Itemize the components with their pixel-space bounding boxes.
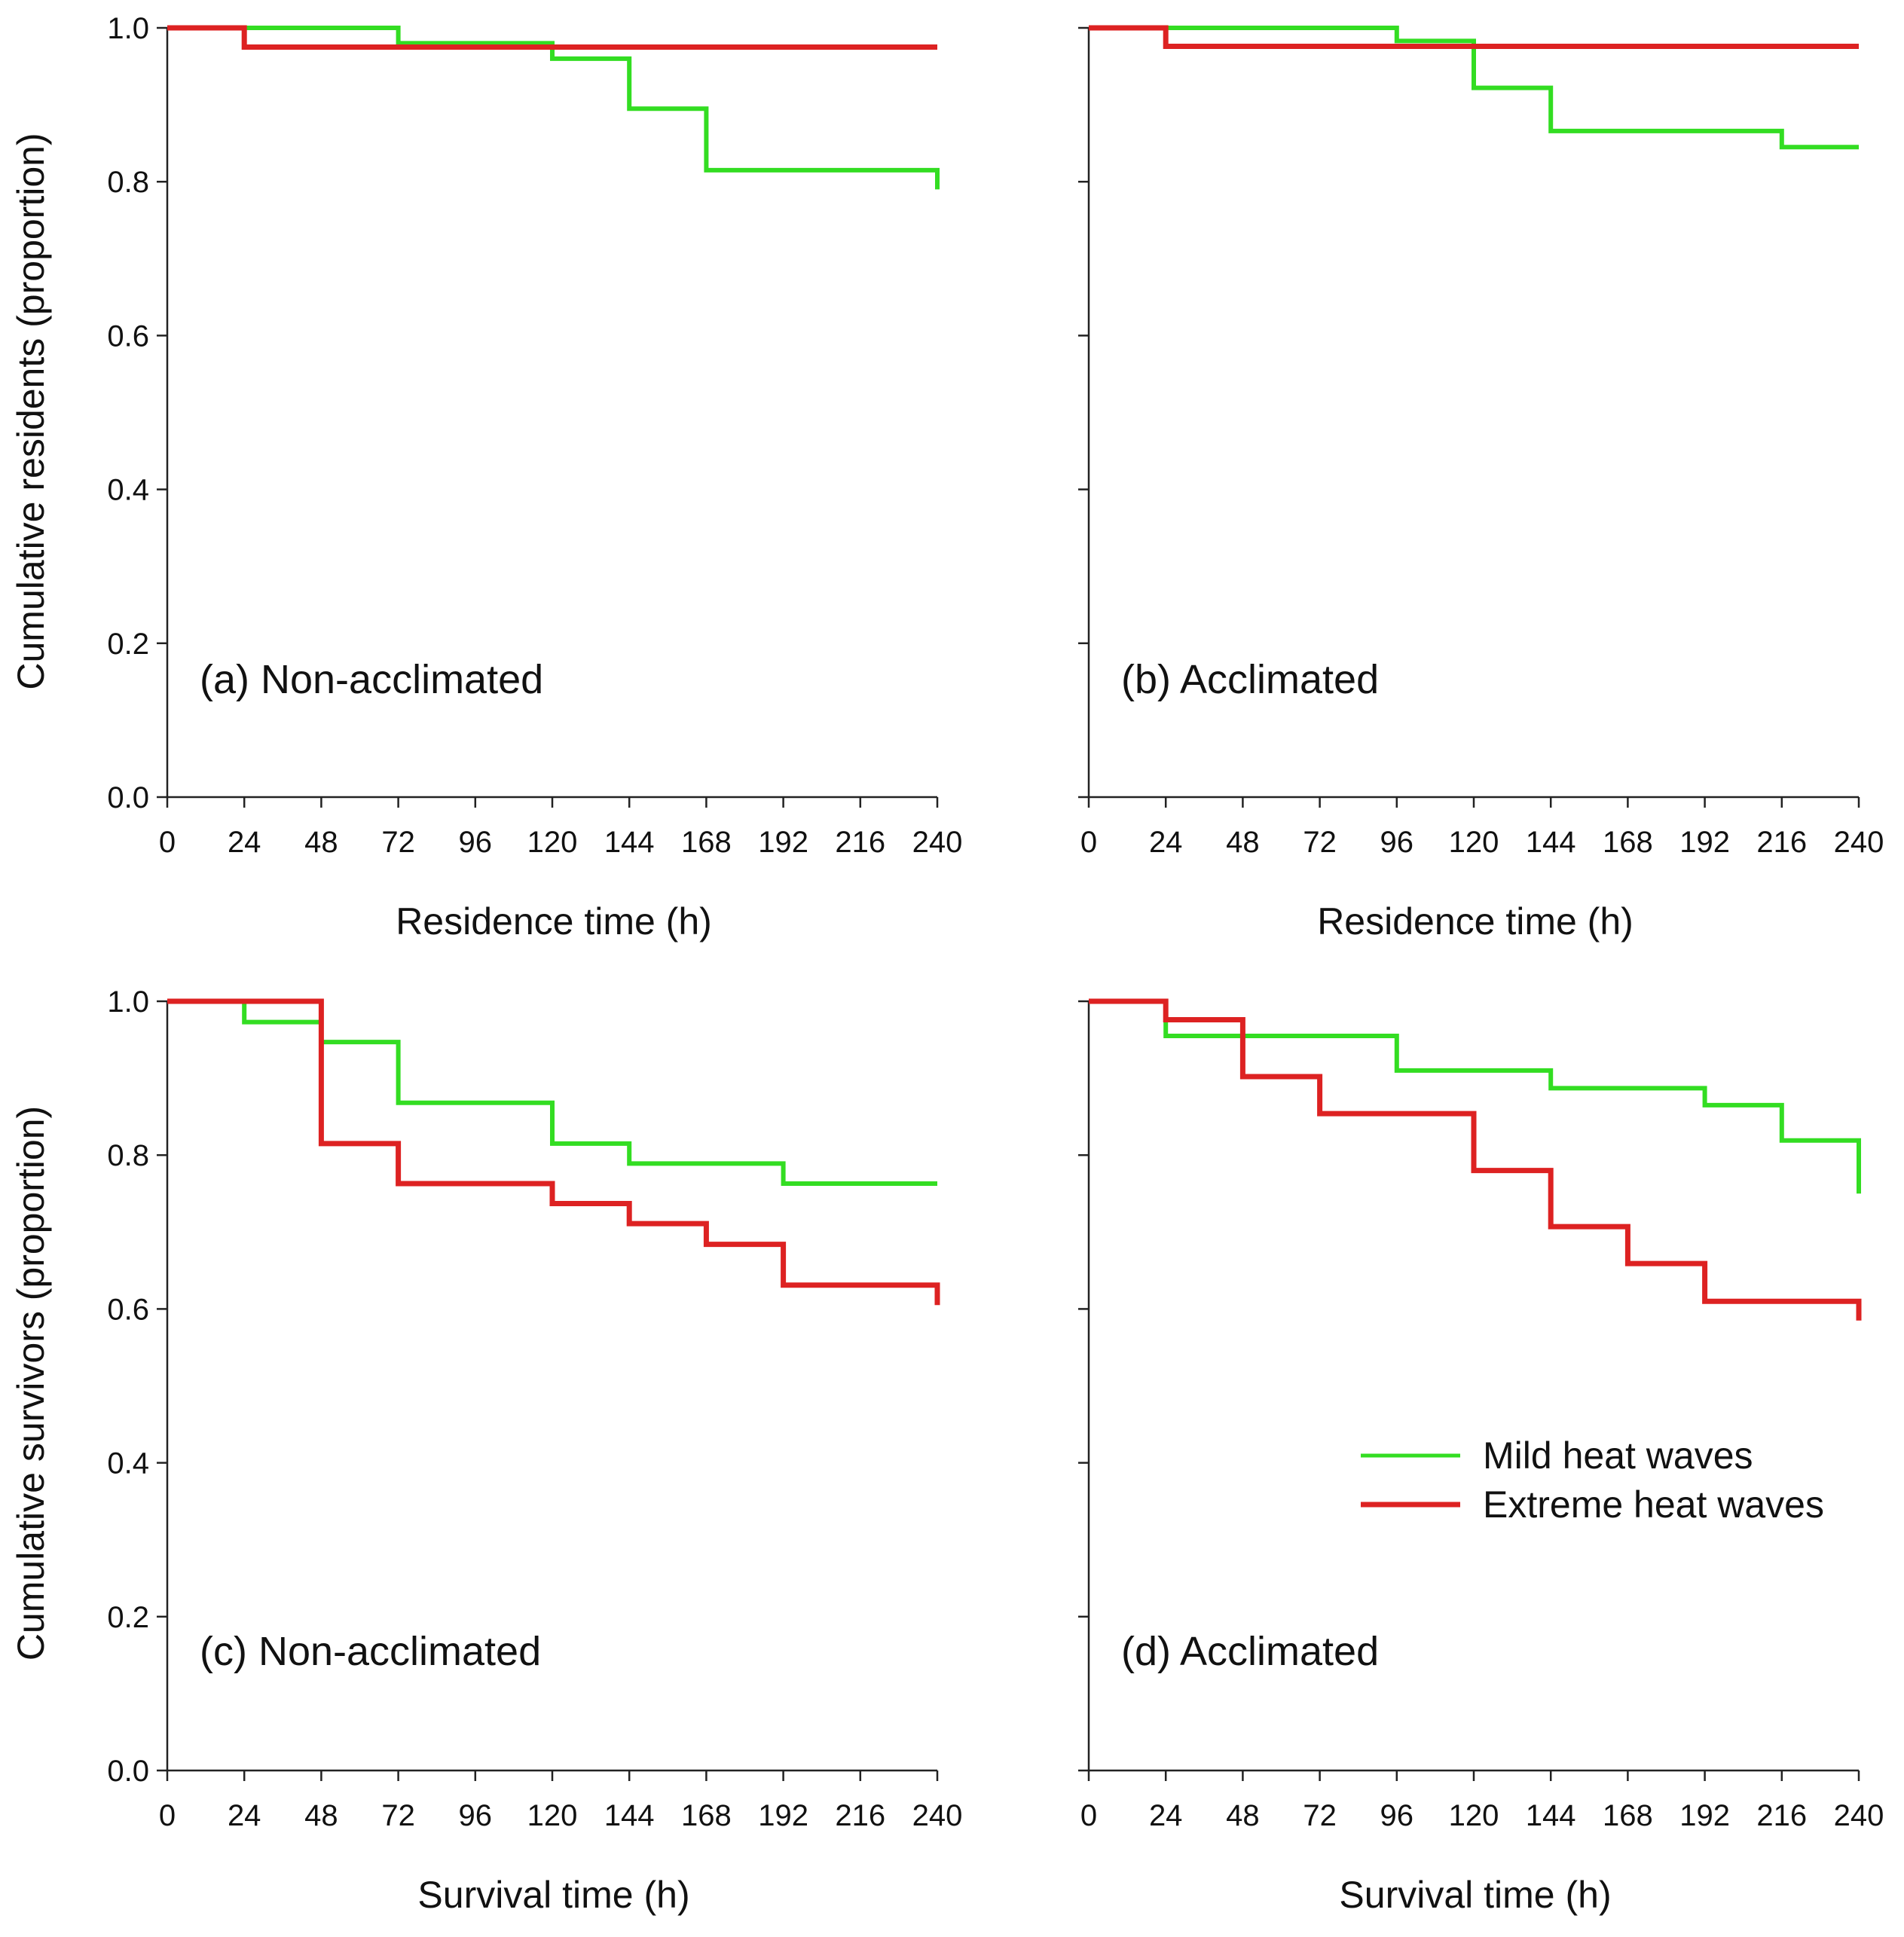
panel-c-x-tick-label: 120 (527, 1799, 578, 1832)
panel-d-x-tick-label: 24 (1149, 1799, 1183, 1832)
panel-a-series-mild (167, 26, 940, 190)
panel-d-x-tick-label: 144 (1526, 1799, 1576, 1832)
panel-b-x-tick-label: 240 (1834, 826, 1884, 859)
panel-a-y-tick-label: 1.0 (107, 12, 149, 45)
panel-b-x-tick-label: 0 (1080, 826, 1097, 859)
panel-a-y-tick-label: 0.4 (107, 474, 149, 507)
panel-a-non-acclimated-residence: (a) Non-acclimated Residence time (h) Cu… (10, 12, 962, 943)
panel-b-x-tick-label: 192 (1679, 826, 1730, 859)
panel-a-y-tick-label: 0.2 (107, 628, 149, 661)
panel-c-x-tick-label: 216 (835, 1799, 885, 1832)
panel-a-x-tick-label: 24 (228, 826, 261, 859)
panel-b-x-tick-label: 24 (1149, 826, 1183, 859)
panel-d-x-tick-label: 72 (1303, 1799, 1337, 1832)
panel-a-y-tick-label: 0.0 (107, 781, 149, 814)
panel-c-label: (c) Non-acclimated (200, 1629, 541, 1674)
panel-a-x-tick-label: 120 (527, 826, 578, 859)
panel-b-x-axis-title: Residence time (h) (1317, 900, 1634, 943)
panel-d-x-tick-label: 120 (1449, 1799, 1499, 1832)
panel-c-x-tick-label: 72 (381, 1799, 415, 1832)
panel-a-x-tick-label: 96 (459, 826, 493, 859)
panel-b-x-tick-label: 216 (1756, 826, 1807, 859)
panel-c-x-tick-label: 192 (758, 1799, 808, 1832)
panel-c-x-tick-label: 96 (459, 1799, 493, 1832)
panel-c-series-extreme (167, 998, 940, 1306)
panel-d-label: (d) Acclimated (1121, 1629, 1379, 1674)
panel-b-label: (b) Acclimated (1121, 657, 1379, 702)
panel-a-x-tick-label: 168 (681, 826, 732, 859)
panel-b-x-tick-label: 120 (1449, 826, 1499, 859)
panel-a-x-tick-label: 0 (159, 826, 176, 859)
panel-d-x-tick-label: 48 (1226, 1799, 1260, 1832)
panel-a-label: (a) Non-acclimated (200, 657, 543, 702)
panel-a-y-tick-label: 0.6 (107, 319, 149, 353)
panel-b-x-tick-label: 168 (1603, 826, 1653, 859)
panel-d-series-extreme (1089, 998, 1862, 1321)
panel-c-x-tick-label: 0 (159, 1799, 176, 1832)
panel-c-x-tick-label: 24 (228, 1799, 261, 1832)
panel-c-y-tick-label: 0.8 (107, 1139, 149, 1172)
panel-a-y-axis-title: Cumulative residents (proportion) (10, 133, 52, 689)
panel-d-series-mild (1089, 999, 1861, 1194)
panel-d-x-tick-label: 96 (1380, 1799, 1414, 1832)
panel-a-y-tick-label: 0.8 (107, 166, 149, 199)
panel-d-x-axis-title: Survival time (h) (1339, 1874, 1611, 1916)
panel-a-series-extreme (167, 25, 937, 50)
panel-c-series-mild (167, 999, 937, 1186)
panel-d-x-tick-label: 216 (1756, 1799, 1807, 1832)
panel-c-y-tick-label: 0.2 (107, 1601, 149, 1634)
panel-b-series-extreme (1089, 25, 1859, 50)
panel-a-x-axis-title: Residence time (h) (396, 900, 712, 943)
panel-d-x-tick-label: 0 (1080, 1799, 1097, 1832)
panel-a-x-tick-label: 240 (912, 826, 963, 859)
panel-c-non-acclimated-survival: (c) Non-acclimated Survival time (h) Cum… (10, 985, 962, 1916)
panel-d-x-tick-label: 240 (1834, 1799, 1884, 1832)
panel-c-x-tick-label: 48 (304, 1799, 338, 1832)
panel-b-x-tick-label: 96 (1380, 826, 1414, 859)
panel-b-x-tick-label: 72 (1303, 826, 1337, 859)
panel-b-acclimated-residence: (b) Acclimated Residence time (h) 0 24 48 7… (1078, 25, 1884, 943)
panel-d-acclimated-survival: (d) Acclimated Survival time (h) 0 24 48 72… (1078, 998, 1884, 1916)
panel-a-x-tick-label: 192 (758, 826, 808, 859)
legend: Mild heat waves Extreme heat waves (1361, 1434, 1824, 1526)
panel-c-x-tick-label: 240 (912, 1799, 963, 1832)
panel-c-y-tick-label: 0.0 (107, 1755, 149, 1788)
panel-b-x-tick-label: 144 (1526, 826, 1576, 859)
panel-a-x-tick-label: 72 (381, 826, 415, 859)
panel-c-y-tick-label: 0.4 (107, 1447, 149, 1480)
panel-c-y-axis-title: Cumulative survivors (proportion) (10, 1106, 52, 1661)
panel-c-x-tick-label: 168 (681, 1799, 732, 1832)
panel-c-x-axis-title: Survival time (h) (417, 1874, 689, 1916)
legend-label-mild: Mild heat waves (1483, 1434, 1753, 1477)
panel-b-series-mild (1089, 26, 1859, 150)
panel-a-x-tick-label: 144 (604, 826, 655, 859)
panel-a-x-tick-label: 216 (835, 826, 885, 859)
panel-c-y-tick-label: 1.0 (107, 985, 149, 1019)
panel-a-x-tick-label: 48 (304, 826, 338, 859)
panel-c-x-tick-label: 144 (604, 1799, 655, 1832)
panel-b-x-tick-label: 48 (1226, 826, 1260, 859)
panel-d-x-tick-label: 192 (1679, 1799, 1730, 1832)
panel-c-y-tick-label: 0.6 (107, 1293, 149, 1326)
legend-label-extreme: Extreme heat waves (1483, 1483, 1824, 1526)
panel-d-x-tick-label: 168 (1603, 1799, 1653, 1832)
